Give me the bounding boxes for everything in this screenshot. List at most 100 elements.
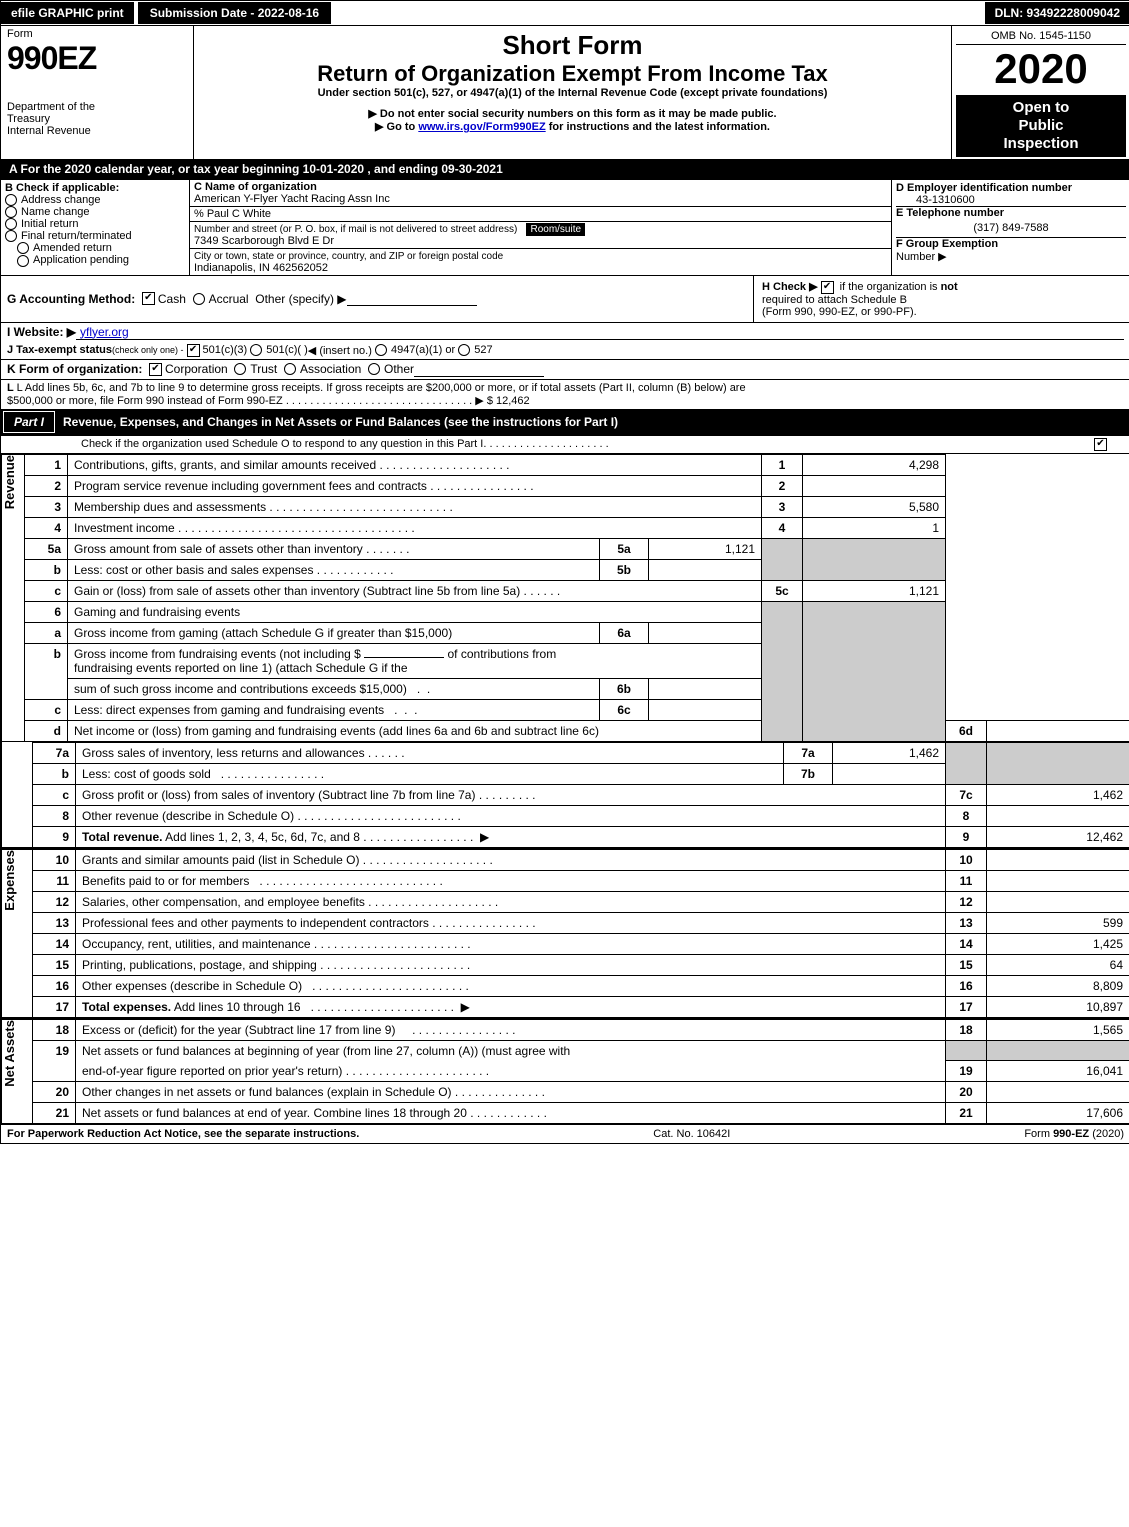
irs-link[interactable]: www.irs.gov/Form990EZ <box>418 121 545 133</box>
l5c-num: c <box>25 580 68 601</box>
l8-ln: 8 <box>946 805 987 826</box>
k-other-radio[interactable] <box>368 363 380 375</box>
l16-num: 16 <box>33 975 76 996</box>
g-accrual: Accrual <box>209 292 249 306</box>
j-4947-radio[interactable] <box>375 344 387 356</box>
l17-tr: Add lines 10 through 16 <box>171 1000 300 1014</box>
col-def: D Employer identification number 43-1310… <box>891 180 1129 275</box>
l1-ln: 1 <box>762 454 803 475</box>
l1-amt: 4,298 <box>803 454 946 475</box>
l3-ln: 3 <box>762 496 803 517</box>
j-501c3-check[interactable] <box>187 344 200 357</box>
l1-num: 1 <box>25 454 68 475</box>
open1: Open to <box>960 99 1122 117</box>
l7a-text: Gross sales of inventory, less returns a… <box>82 746 365 760</box>
opt-application-pending[interactable]: Application pending <box>5 254 185 266</box>
l6a-num: a <box>25 622 68 643</box>
l4-amt: 1 <box>803 517 946 538</box>
opt-amended-return[interactable]: Amended return <box>5 242 185 254</box>
h-check[interactable] <box>821 281 834 294</box>
l14-amt: 1,425 <box>987 933 1129 954</box>
g-cash: Cash <box>158 292 186 306</box>
line-h: H Check ▶ if the organization is not req… <box>753 276 1129 322</box>
col-b: B Check if applicable: Address change Na… <box>1 180 190 275</box>
opt-final-return[interactable]: Final return/terminated <box>5 230 185 242</box>
f-label: F Group Exemption <box>896 238 998 250</box>
j-501c-radio[interactable] <box>250 344 262 356</box>
l5c-text: Gain or (loss) from sale of assets other… <box>74 584 520 598</box>
open2: Public <box>960 117 1122 135</box>
l6c-num: c <box>25 699 68 720</box>
warn-link: ▶ Go to www.irs.gov/Form990EZ for instru… <box>198 120 947 133</box>
line-a-strip: A For the 2020 calendar year, or tax yea… <box>1 159 1129 179</box>
efile-print-btn[interactable]: efile GRAPHIC print <box>1 2 134 24</box>
l19-ln: 19 <box>946 1061 987 1082</box>
k-trust-radio[interactable] <box>234 363 246 375</box>
l19-t2: end-of-year figure reported on prior yea… <box>82 1064 342 1078</box>
k-label: K Form of organization: <box>7 362 142 376</box>
l15-ln: 15 <box>946 954 987 975</box>
line-l: L L Add lines 5b, 6c, and 7b to line 9 t… <box>1 379 1129 409</box>
financial-table-cont: 7a Gross sales of inventory, less return… <box>1 742 1129 1125</box>
line-k: K Form of organization: Corporation Trus… <box>1 359 1129 379</box>
l13-ln: 13 <box>946 912 987 933</box>
opt-name-change[interactable]: Name change <box>5 206 185 218</box>
website-link[interactable]: yflyer.org <box>76 325 133 340</box>
l20-amt <box>987 1082 1129 1103</box>
dept-line3: Internal Revenue <box>7 125 187 137</box>
opt-address-change[interactable]: Address change <box>5 194 185 206</box>
street-row: Number and street (or P. O. box, if mail… <box>190 221 891 248</box>
k-other: Other <box>384 362 414 376</box>
l6b-sv <box>649 678 762 699</box>
form-container: efile GRAPHIC print Submission Date - 20… <box>0 0 1129 1144</box>
l6a-sn: 6a <box>600 622 649 643</box>
l16-text: Other expenses (describe in Schedule O) <box>82 979 302 993</box>
l21-text: Net assets or fund balances at end of ye… <box>82 1106 467 1120</box>
l6c-sn: 6c <box>600 699 649 720</box>
l5a-sv: 1,121 <box>649 538 762 559</box>
g-accrual-radio[interactable] <box>193 293 205 305</box>
l19-amt: 16,041 <box>987 1061 1129 1082</box>
l19-t1: Net assets or fund balances at beginning… <box>82 1044 570 1058</box>
footer-right-post: (2020) <box>1089 1128 1124 1140</box>
l6-text: Gaming and fundraising events <box>74 605 240 619</box>
l18-amt: 1,565 <box>987 1018 1129 1040</box>
f-row: F Group Exemption Number ▶ <box>896 237 1126 263</box>
l16-amt: 8,809 <box>987 975 1129 996</box>
header: Form 990EZ Department of the Treasury In… <box>1 25 1129 159</box>
g-label: G Accounting Method: <box>7 292 135 306</box>
l10-text: Grants and similar amounts paid (list in… <box>82 853 359 867</box>
l21-amt: 17,606 <box>987 1103 1129 1124</box>
part1-sched-o-check[interactable] <box>1094 438 1107 451</box>
l20-text: Other changes in net assets or fund bala… <box>82 1085 452 1099</box>
j-527-radio[interactable] <box>458 344 470 356</box>
l4-text: Investment income <box>74 521 175 535</box>
l6b-t1b: of contributions from <box>448 647 557 661</box>
l20-num: 20 <box>33 1082 76 1103</box>
l3-amt: 5,580 <box>803 496 946 517</box>
org-name: American Y-Flyer Yacht Racing Assn Inc <box>194 193 390 205</box>
l21-ln: 21 <box>946 1103 987 1124</box>
l2-ln: 2 <box>762 475 803 496</box>
line-j: J Tax-exempt status (check only one) - 5… <box>1 342 1129 359</box>
part1-header: Part I Revenue, Expenses, and Changes in… <box>1 409 1129 435</box>
l5a-text: Gross amount from sale of assets other t… <box>74 542 363 556</box>
l5b-text: Less: cost or other basis and sales expe… <box>74 563 313 577</box>
h-t2: required to attach Schedule B <box>762 294 907 306</box>
j-501c: 501(c)( ) <box>266 344 308 356</box>
care-of: % Paul C White <box>190 206 891 221</box>
l17-tb: Total expenses. <box>82 1000 171 1014</box>
j-label: J Tax-exempt status <box>7 344 112 356</box>
opt-initial-return[interactable]: Initial return <box>5 218 185 230</box>
l18-ln: 18 <box>946 1018 987 1040</box>
l6b-sn: 6b <box>600 678 649 699</box>
street-label: Number and street (or P. O. box, if mail… <box>194 224 517 235</box>
k-assoc-radio[interactable] <box>284 363 296 375</box>
street-value: 7349 Scarborough Blvd E Dr <box>194 235 334 247</box>
g-cash-check[interactable] <box>142 292 155 305</box>
k-corp-check[interactable] <box>149 363 162 376</box>
footer-right: Form 990-EZ (2020) <box>1024 1128 1124 1140</box>
j-501c3: 501(c)(3) <box>203 344 248 356</box>
l7c-ln: 7c <box>946 784 987 805</box>
c-label: C Name of organization <box>194 181 317 193</box>
